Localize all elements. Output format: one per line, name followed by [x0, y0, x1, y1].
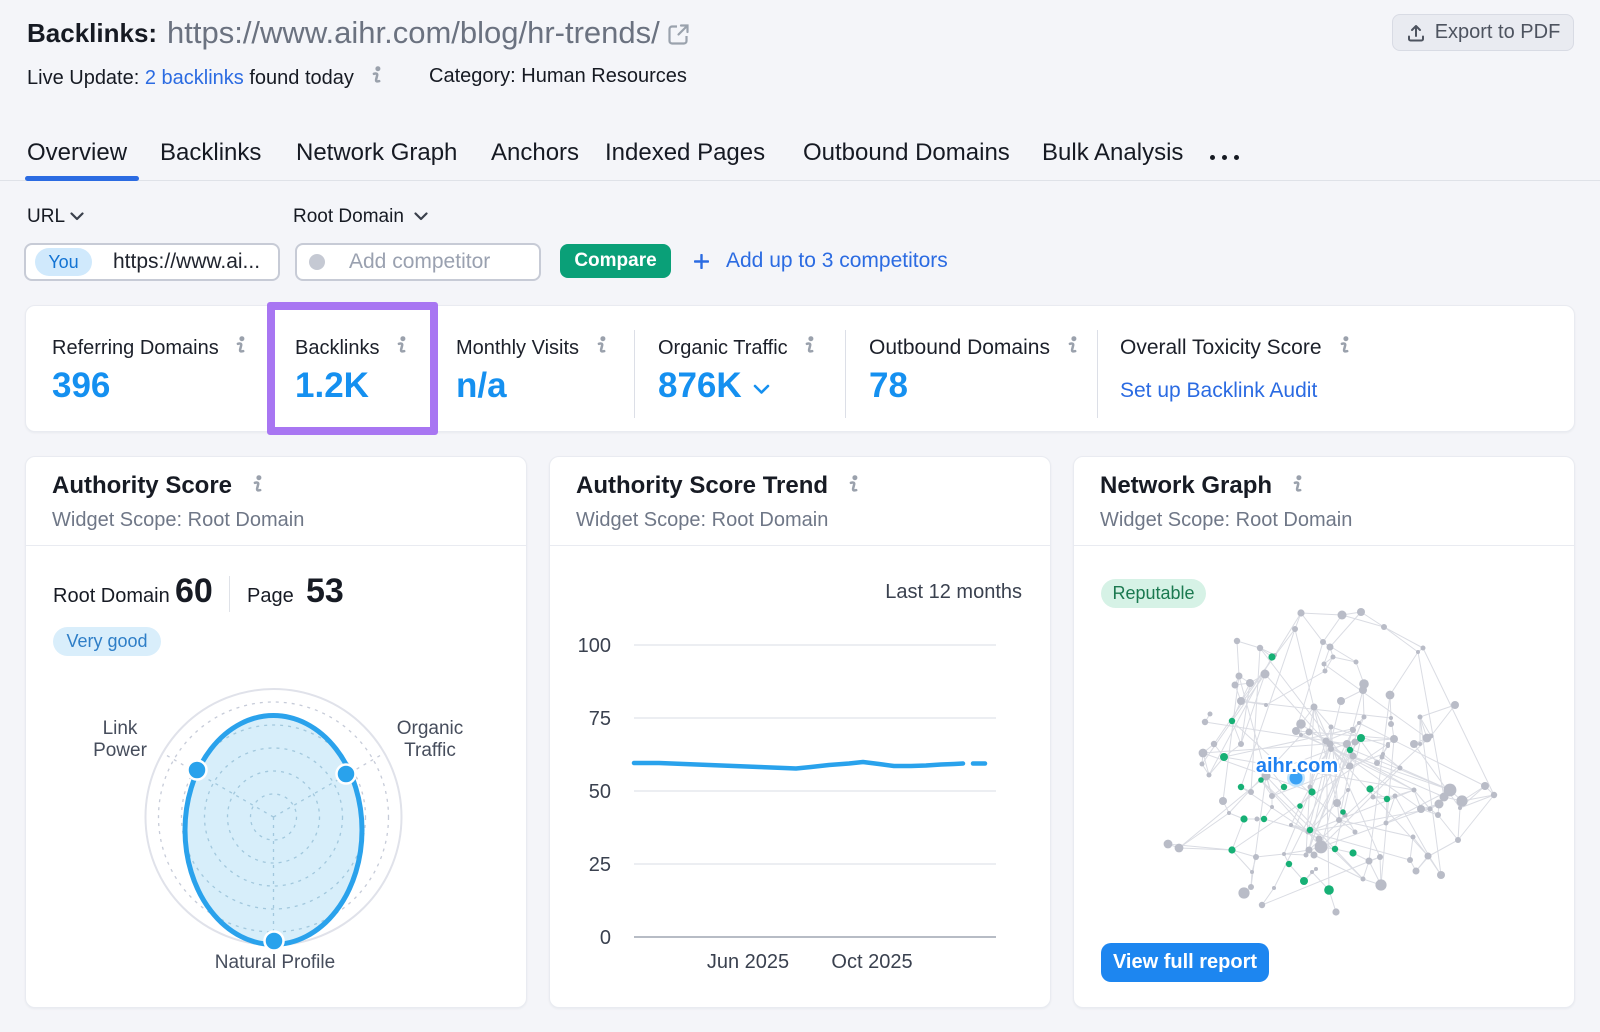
svg-text:75: 75 [589, 708, 611, 730]
svg-text:Traffic: Traffic [404, 740, 456, 761]
svg-text:Oct 2025: Oct 2025 [831, 951, 912, 973]
svg-text:aihr.com: aihr.com [1256, 755, 1338, 777]
svg-text:Last 12 months: Last 12 months [885, 581, 1022, 603]
svg-text:Jun 2025: Jun 2025 [707, 951, 789, 973]
svg-text:25: 25 [589, 854, 611, 876]
svg-text:Natural Profile: Natural Profile [215, 952, 335, 973]
svg-text:Link: Link [103, 718, 138, 739]
svg-text:Power: Power [93, 740, 148, 761]
svg-text:100: 100 [578, 635, 611, 657]
svg-text:0: 0 [600, 927, 611, 949]
svg-text:50: 50 [589, 781, 611, 803]
svg-text:Organic: Organic [397, 718, 464, 739]
